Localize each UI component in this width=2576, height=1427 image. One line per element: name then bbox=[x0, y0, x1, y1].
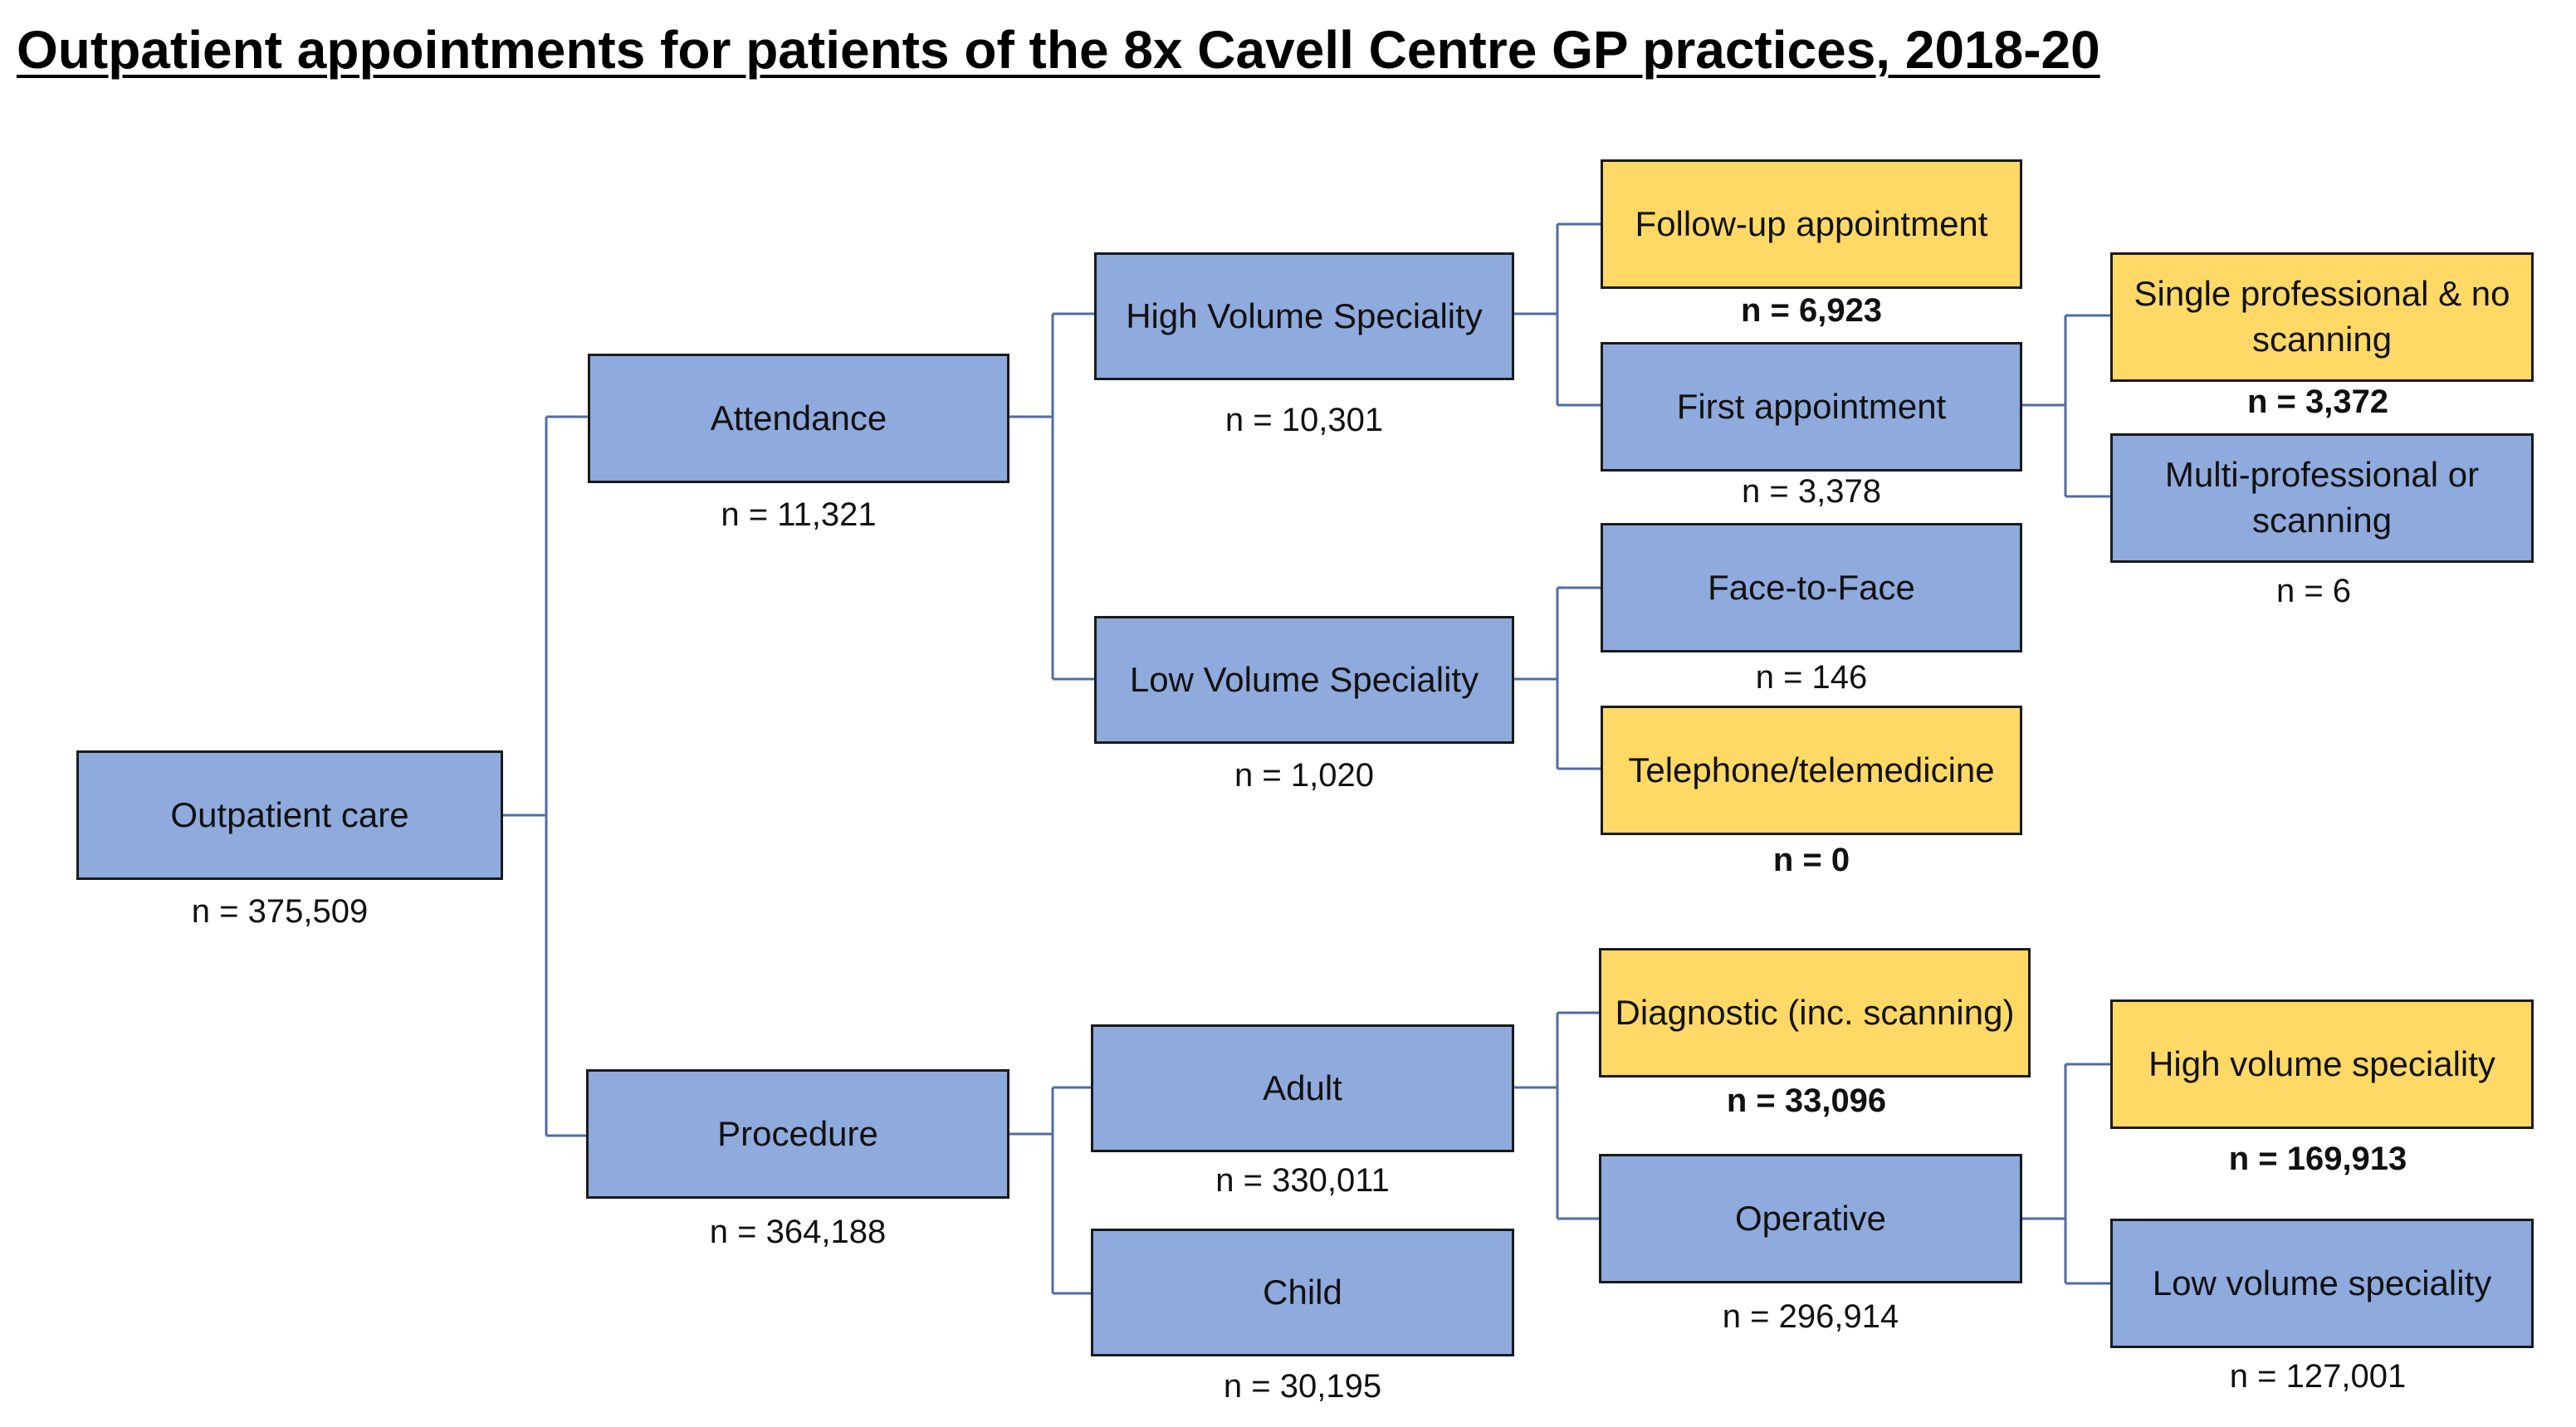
node-first-appointment: First appointment bbox=[1601, 342, 2022, 472]
connector-attendance bbox=[1009, 312, 1094, 681]
node-low-volume-speciality: Low Volume Speciality bbox=[1094, 616, 1514, 744]
count-face-to-face: n = 146 bbox=[1755, 659, 1868, 696]
count-telephone-telemedicine: n = 0 bbox=[1772, 842, 1850, 878]
count-procedure: n = 364,188 bbox=[709, 1214, 887, 1250]
connector-procedure bbox=[1009, 1086, 1091, 1295]
node-follow-up-appointment: Follow-up appointment bbox=[1601, 159, 2022, 289]
connector-high-volume-speciality bbox=[1514, 222, 1601, 407]
count-high-volume-speciality: n = 10,301 bbox=[1224, 402, 1384, 438]
node-op-low-volume-speciality: Low volume speciality bbox=[2110, 1219, 2534, 1348]
count-outpatient-care: n = 375,509 bbox=[191, 893, 369, 930]
count-first-appointment: n = 3,378 bbox=[1742, 473, 1881, 510]
count-adult: n = 330,011 bbox=[1215, 1162, 1390, 1199]
node-single-professional: Single professional & no scanning bbox=[2110, 252, 2534, 382]
count-op-low-volume-speciality: n = 127,001 bbox=[2229, 1358, 2407, 1395]
node-high-volume-speciality: High Volume Speciality bbox=[1094, 252, 1514, 380]
count-operative: n = 296,914 bbox=[1722, 1298, 1899, 1335]
connector-outpatient-care bbox=[503, 415, 588, 1137]
connector-first-appointment bbox=[2022, 314, 2110, 498]
count-diagnostic: n = 33,096 bbox=[1726, 1082, 1887, 1119]
node-child: Child bbox=[1091, 1229, 1514, 1356]
page-title: Outpatient appointments for patients of … bbox=[17, 20, 2100, 80]
count-op-high-volume-speciality: n = 169,913 bbox=[2228, 1141, 2407, 1177]
connector-low-volume-speciality bbox=[1514, 586, 1601, 770]
node-operative: Operative bbox=[1599, 1154, 2022, 1283]
count-low-volume-speciality: n = 1,020 bbox=[1234, 757, 1374, 794]
node-telephone-telemedicine: Telephone/telemedicine bbox=[1601, 706, 2022, 835]
node-procedure: Procedure bbox=[586, 1069, 1009, 1199]
node-adult: Adult bbox=[1091, 1024, 1514, 1152]
node-multi-professional: Multi-professional or scanning bbox=[2110, 433, 2534, 563]
node-op-high-volume-speciality: High volume speciality bbox=[2110, 999, 2534, 1129]
count-follow-up-appointment: n = 6,923 bbox=[1740, 292, 1883, 329]
connector-operative bbox=[2022, 1063, 2110, 1285]
node-diagnostic: Diagnostic (inc. scanning) bbox=[1599, 948, 2031, 1078]
count-child: n = 30,195 bbox=[1223, 1368, 1382, 1405]
count-multi-professional: n = 6 bbox=[2275, 573, 2352, 609]
count-single-professional: n = 3,372 bbox=[2246, 384, 2389, 420]
connector-adult bbox=[1514, 1011, 1601, 1220]
node-outpatient-care: Outpatient care bbox=[76, 750, 503, 880]
node-face-to-face: Face-to-Face bbox=[1601, 523, 2022, 652]
node-attendance: Attendance bbox=[588, 354, 1009, 483]
count-attendance: n = 11,321 bbox=[721, 496, 877, 533]
